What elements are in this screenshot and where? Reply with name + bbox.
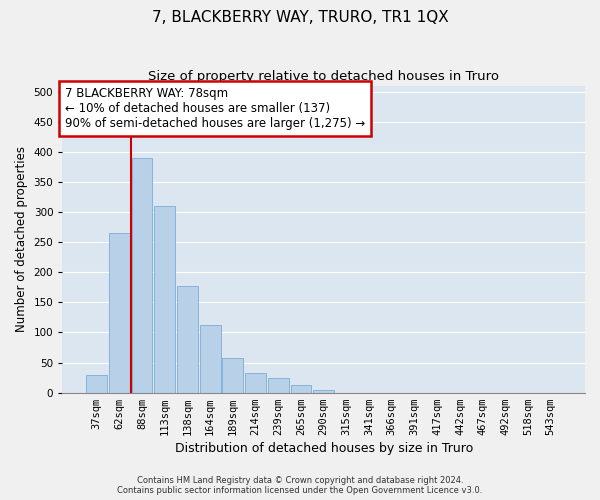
Bar bbox=[177, 286, 198, 393]
X-axis label: Distribution of detached houses by size in Truro: Distribution of detached houses by size … bbox=[175, 442, 473, 455]
Bar bbox=[86, 374, 107, 392]
Bar bbox=[290, 385, 311, 392]
Text: 7 BLACKBERRY WAY: 78sqm
← 10% of detached houses are smaller (137)
90% of semi-d: 7 BLACKBERRY WAY: 78sqm ← 10% of detache… bbox=[65, 87, 365, 130]
Y-axis label: Number of detached properties: Number of detached properties bbox=[15, 146, 28, 332]
Text: Contains HM Land Registry data © Crown copyright and database right 2024.
Contai: Contains HM Land Registry data © Crown c… bbox=[118, 476, 482, 495]
Bar bbox=[313, 390, 334, 392]
Title: Size of property relative to detached houses in Truro: Size of property relative to detached ho… bbox=[148, 70, 499, 83]
Bar bbox=[109, 233, 130, 392]
Bar bbox=[131, 158, 152, 392]
Bar bbox=[245, 374, 266, 392]
Bar bbox=[223, 358, 243, 392]
Text: 7, BLACKBERRY WAY, TRURO, TR1 1QX: 7, BLACKBERRY WAY, TRURO, TR1 1QX bbox=[152, 10, 448, 25]
Bar bbox=[268, 378, 289, 392]
Bar bbox=[200, 324, 221, 392]
Bar bbox=[154, 206, 175, 392]
